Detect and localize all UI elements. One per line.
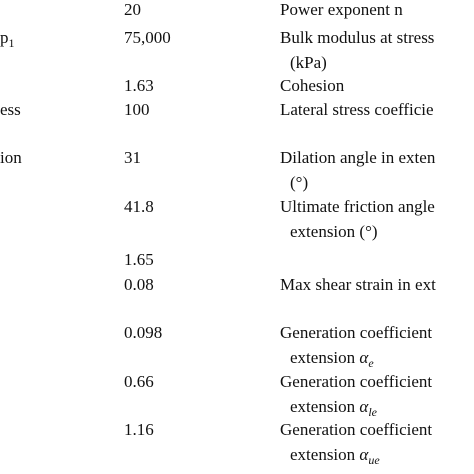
symbol-subscript: le (368, 405, 378, 419)
description-text: extension (°) (290, 222, 378, 241)
row-description-cont: extension (°) (290, 222, 378, 242)
label-text: ion (0, 148, 22, 167)
row-value: 0.098 (124, 323, 163, 342)
symbol: α (359, 348, 369, 367)
description-text: (°) (290, 173, 309, 192)
label-text: p (0, 28, 9, 47)
row-description: Generation coefficient (280, 420, 433, 439)
row-value: 75,000 (124, 28, 171, 47)
row-description: Lateral stress coefficie (280, 100, 434, 119)
row-description: Cohesion (280, 76, 345, 95)
symbol-subscript: ue (368, 453, 380, 467)
symbol: α (359, 445, 369, 464)
description-text: extension (290, 397, 360, 416)
row-description: Generation coefficient (280, 372, 433, 391)
row-label: p1 (0, 28, 15, 50)
row-label: ion (0, 148, 22, 168)
row-description-cont: extension αe (290, 348, 374, 370)
row-description-cont: (kPa) (290, 53, 327, 73)
row-value: 1.63 (124, 76, 154, 95)
row-description: Generation coefficient (280, 323, 433, 342)
description-text: (kPa) (290, 53, 327, 72)
label-subscript: 1 (8, 36, 15, 50)
row-description: Max shear strain in ext (280, 275, 436, 294)
row-description-cont: (°) (290, 173, 308, 193)
symbol: α (359, 397, 369, 416)
row-description: Ultimate friction angle (280, 197, 435, 216)
description-text: extension (290, 348, 360, 367)
row-value: 0.66 (124, 372, 154, 391)
description-text: extension (290, 445, 360, 464)
row-description: Bulk modulus at stress (280, 28, 435, 47)
row-value: 0.08 (124, 275, 154, 294)
row-label: ess (0, 100, 21, 120)
row-description: Dilation angle in exten (280, 148, 436, 167)
row-value: 100 (124, 100, 150, 119)
row-description-cont: extension αue (290, 445, 380, 467)
row-value: 1.65 (124, 250, 154, 269)
label-text: ess (0, 100, 21, 119)
row-description: Power exponent n (280, 0, 403, 19)
row-description-cont: extension αle (290, 397, 378, 419)
row-value: 20 (124, 0, 141, 19)
row-value: 1.16 (124, 420, 154, 439)
row-value: 41.8 (124, 197, 154, 216)
row-value: 31 (124, 148, 141, 167)
symbol-subscript: e (368, 356, 374, 370)
